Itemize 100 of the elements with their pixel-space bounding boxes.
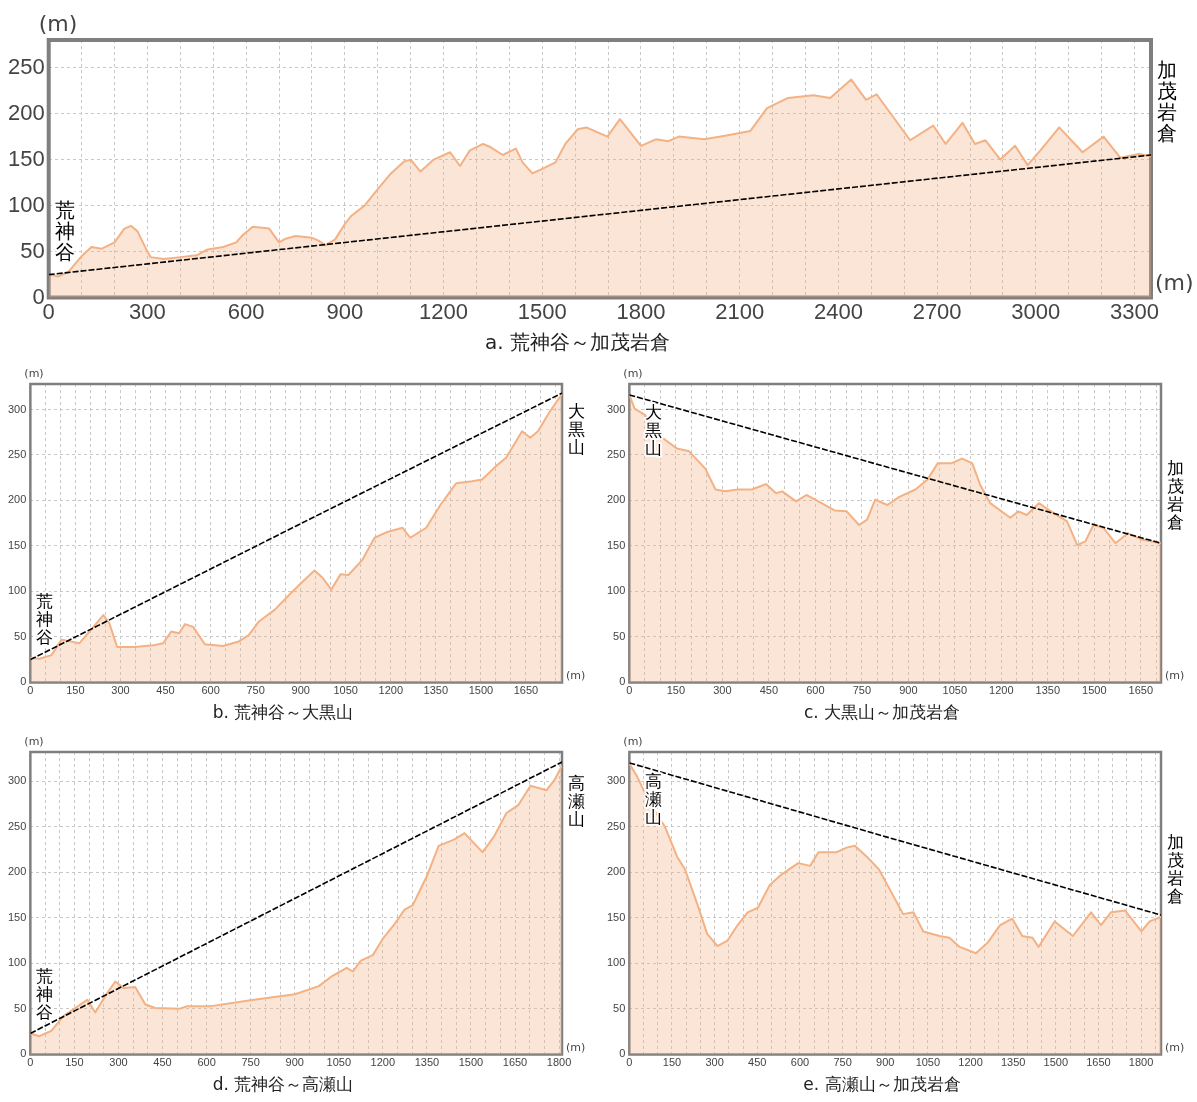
y-tick-label: 250 <box>7 53 45 79</box>
y-tick-label: 50 <box>14 1001 27 1014</box>
x-tick-label: 600 <box>790 1056 810 1069</box>
x-tick-label: 1200 <box>419 298 469 324</box>
y-axis-title: (m) <box>24 735 44 749</box>
annotation: 荒神谷 <box>36 590 54 647</box>
x-tick-label: 1500 <box>1082 684 1107 697</box>
y-axis-title: (m) <box>623 735 643 749</box>
x-tick-label: 1500 <box>517 298 567 324</box>
x-tick-label: 300 <box>111 684 130 697</box>
x-tick-label: 1500 <box>1043 1056 1069 1069</box>
annotation: 荒神谷 <box>36 966 54 1023</box>
x-tick-label: 1500 <box>458 1056 484 1069</box>
x-tick-label: 1650 <box>513 684 539 697</box>
x-tick-label: 1350 <box>1035 684 1061 697</box>
x-tick-label: 2100 <box>715 298 765 324</box>
y-tick-label: 50 <box>613 1001 626 1014</box>
y-tick-label: 100 <box>606 956 626 969</box>
x-tick-label: 600 <box>227 298 265 324</box>
y-tick-label: 250 <box>7 819 27 832</box>
x-tick-label: 300 <box>129 298 166 324</box>
text: e. 高瀬山～加茂岩倉 <box>803 1074 961 1095</box>
y-tick-label: 200 <box>606 865 626 878</box>
x-tick-label: 750 <box>852 684 872 697</box>
y-tick-label: 250 <box>606 447 626 460</box>
y-tick-label: 50 <box>613 629 626 642</box>
y-tick-label: 150 <box>7 538 27 551</box>
x-tick-label: 1350 <box>423 684 449 697</box>
x-tick-label: 1200 <box>989 684 1014 697</box>
y-axis-title: (m) <box>623 367 643 381</box>
x-tick-label: 2700 <box>912 298 962 324</box>
x-tick-label: 300 <box>109 1056 128 1069</box>
text: 加茂岩倉 <box>1157 58 1177 146</box>
x-tick-label: 900 <box>326 298 364 324</box>
y-tick-label: 100 <box>7 191 45 217</box>
text: 加茂岩倉 <box>1167 831 1184 906</box>
x-tick-label: 1350 <box>414 1056 440 1069</box>
x-tick-label: 600 <box>806 684 825 697</box>
y-tick-label: 300 <box>606 402 626 415</box>
x-tick-label: 900 <box>876 1056 895 1069</box>
y-tick-label: 0 <box>20 675 27 688</box>
x-tick-label: 1200 <box>958 1056 983 1069</box>
x-tick-label: 450 <box>153 1056 172 1069</box>
x-tick-label: 750 <box>241 1056 260 1069</box>
x-tick-label: 300 <box>705 1056 724 1069</box>
y-tick-label: 150 <box>606 538 626 551</box>
x-tick-label: 1200 <box>370 1056 396 1069</box>
x-tick-label: 1350 <box>1000 1056 1026 1069</box>
y-tick-label: 200 <box>7 493 27 506</box>
x-axis-title: (m) <box>1155 270 1194 296</box>
y-tick-label: 0 <box>619 1047 626 1060</box>
x-tick-label: 1650 <box>502 1056 528 1069</box>
x-tick-label: 900 <box>291 684 310 697</box>
x-axis-title: (m) <box>1165 668 1185 682</box>
y-tick-label: 200 <box>7 865 27 878</box>
x-tick-label: 1050 <box>326 1056 352 1069</box>
x-axis-title: (m) <box>1165 1040 1185 1054</box>
x-tick-label: 450 <box>748 1056 767 1069</box>
x-tick-label: 1650 <box>1128 684 1154 697</box>
y-tick-label: 300 <box>7 402 27 415</box>
y-tick-label: 150 <box>7 145 45 171</box>
x-tick-label: 750 <box>246 684 265 697</box>
x-tick-label: 900 <box>899 684 918 697</box>
x-tick-label: 750 <box>833 1056 852 1069</box>
y-tick-label: 0 <box>20 1047 27 1060</box>
y-axis-title: (m) <box>24 367 44 381</box>
x-axis-title: (m) <box>566 668 586 682</box>
x-tick-label: 3000 <box>1011 298 1061 324</box>
y-tick-label: 300 <box>606 774 626 787</box>
x-tick-label: 1050 <box>915 1056 941 1069</box>
text: 高瀬山 <box>568 772 585 829</box>
y-tick-label: 150 <box>606 910 626 923</box>
y-tick-label: 150 <box>7 910 27 923</box>
x-tick-label: 450 <box>759 684 779 697</box>
annotation: 大黒山 <box>645 401 663 458</box>
text: 大黒山 <box>568 400 585 457</box>
x-tick-label: 1800 <box>546 1056 572 1069</box>
text: b. 荒神谷～大黒山 <box>212 702 354 723</box>
x-tick-label: 3300 <box>1110 298 1160 324</box>
y-tick-label: 100 <box>7 956 27 969</box>
text: 加茂岩倉 <box>1167 458 1184 533</box>
x-axis-title: (m) <box>566 1040 586 1054</box>
y-tick-label: 300 <box>7 774 27 787</box>
x-tick-label: 1800 <box>1128 1056 1154 1069</box>
x-tick-label: 150 <box>662 1056 682 1069</box>
x-tick-label: 450 <box>156 684 175 697</box>
y-tick-label: 250 <box>7 447 27 460</box>
text: d. 荒神谷～高瀬山 <box>212 1074 354 1095</box>
x-tick-label: 150 <box>65 1056 84 1069</box>
x-tick-label: 1050 <box>942 684 968 697</box>
y-tick-label: 200 <box>606 493 626 506</box>
x-tick-label: 1650 <box>1086 1056 1111 1069</box>
y-tick-label: 50 <box>20 237 45 263</box>
y-tick-label: 250 <box>606 819 626 832</box>
x-tick-label: 1800 <box>616 298 666 324</box>
x-tick-label: 900 <box>285 1056 304 1069</box>
y-tick-label: 100 <box>606 584 626 597</box>
annotation: 荒神谷 <box>54 197 75 264</box>
x-tick-label: 150 <box>66 684 85 697</box>
x-tick-label: 150 <box>666 684 686 697</box>
